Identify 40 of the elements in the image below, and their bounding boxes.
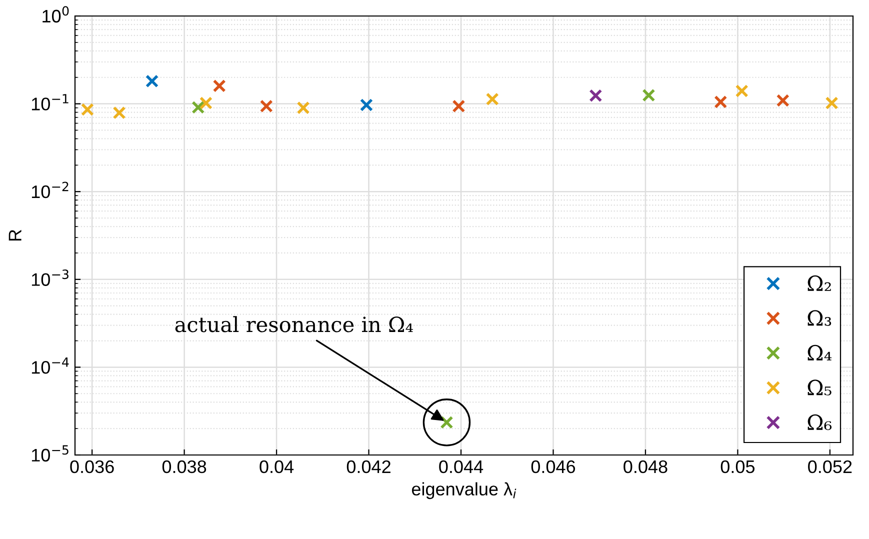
legend-label: Ω₄ — [808, 344, 832, 360]
y-axis-title: R — [8, 230, 22, 241]
point — [199, 96, 213, 110]
point — [296, 101, 310, 114]
point — [776, 94, 790, 108]
legend-label: Ω₆ — [808, 414, 832, 430]
x-tick-label: 0.042 — [346, 460, 390, 474]
y-tick-label: 10$^{−1}$ — [32, 94, 68, 110]
point — [589, 89, 602, 102]
point — [145, 74, 159, 88]
legend-label: Ω₂ — [808, 275, 831, 291]
point — [360, 98, 373, 112]
point — [212, 79, 226, 92]
y-tick-label: 10$^{−5}$ — [32, 445, 68, 462]
x-tick-label: 0.036 — [70, 460, 114, 474]
point — [260, 100, 273, 113]
y-tick-label: 10$^{−4}$ — [32, 357, 69, 374]
x-tick-label: 0.05 — [720, 460, 755, 474]
point — [735, 84, 748, 98]
x-tick-label: 0.044 — [439, 460, 484, 474]
annotation: actual resonance in Ω₄ — [175, 316, 413, 332]
x-tick-label: 0.048 — [624, 460, 668, 474]
x-tick-label: 0.038 — [162, 460, 206, 474]
legend-label: Ω₃ — [808, 310, 832, 326]
point — [486, 92, 499, 106]
point — [825, 96, 838, 110]
point — [112, 106, 126, 120]
point — [642, 88, 656, 102]
x-tick-label: 0.04 — [260, 460, 294, 474]
x-tick-label: 0.052 — [808, 460, 852, 474]
point — [192, 100, 205, 114]
x-axis-title: eigenvalue λ$_{i}$ — [412, 482, 516, 500]
y-tick-label: 10$^{0}$ — [42, 6, 69, 23]
y-tick-label: 10$^{−2}$ — [32, 182, 68, 198]
legend-label: Ω₅ — [808, 380, 832, 396]
x-tick-label: 0.046 — [531, 460, 576, 474]
y-tick-label: 10$^{−3}$ — [32, 270, 68, 286]
point — [452, 100, 466, 113]
point — [714, 95, 728, 108]
point — [80, 103, 94, 116]
